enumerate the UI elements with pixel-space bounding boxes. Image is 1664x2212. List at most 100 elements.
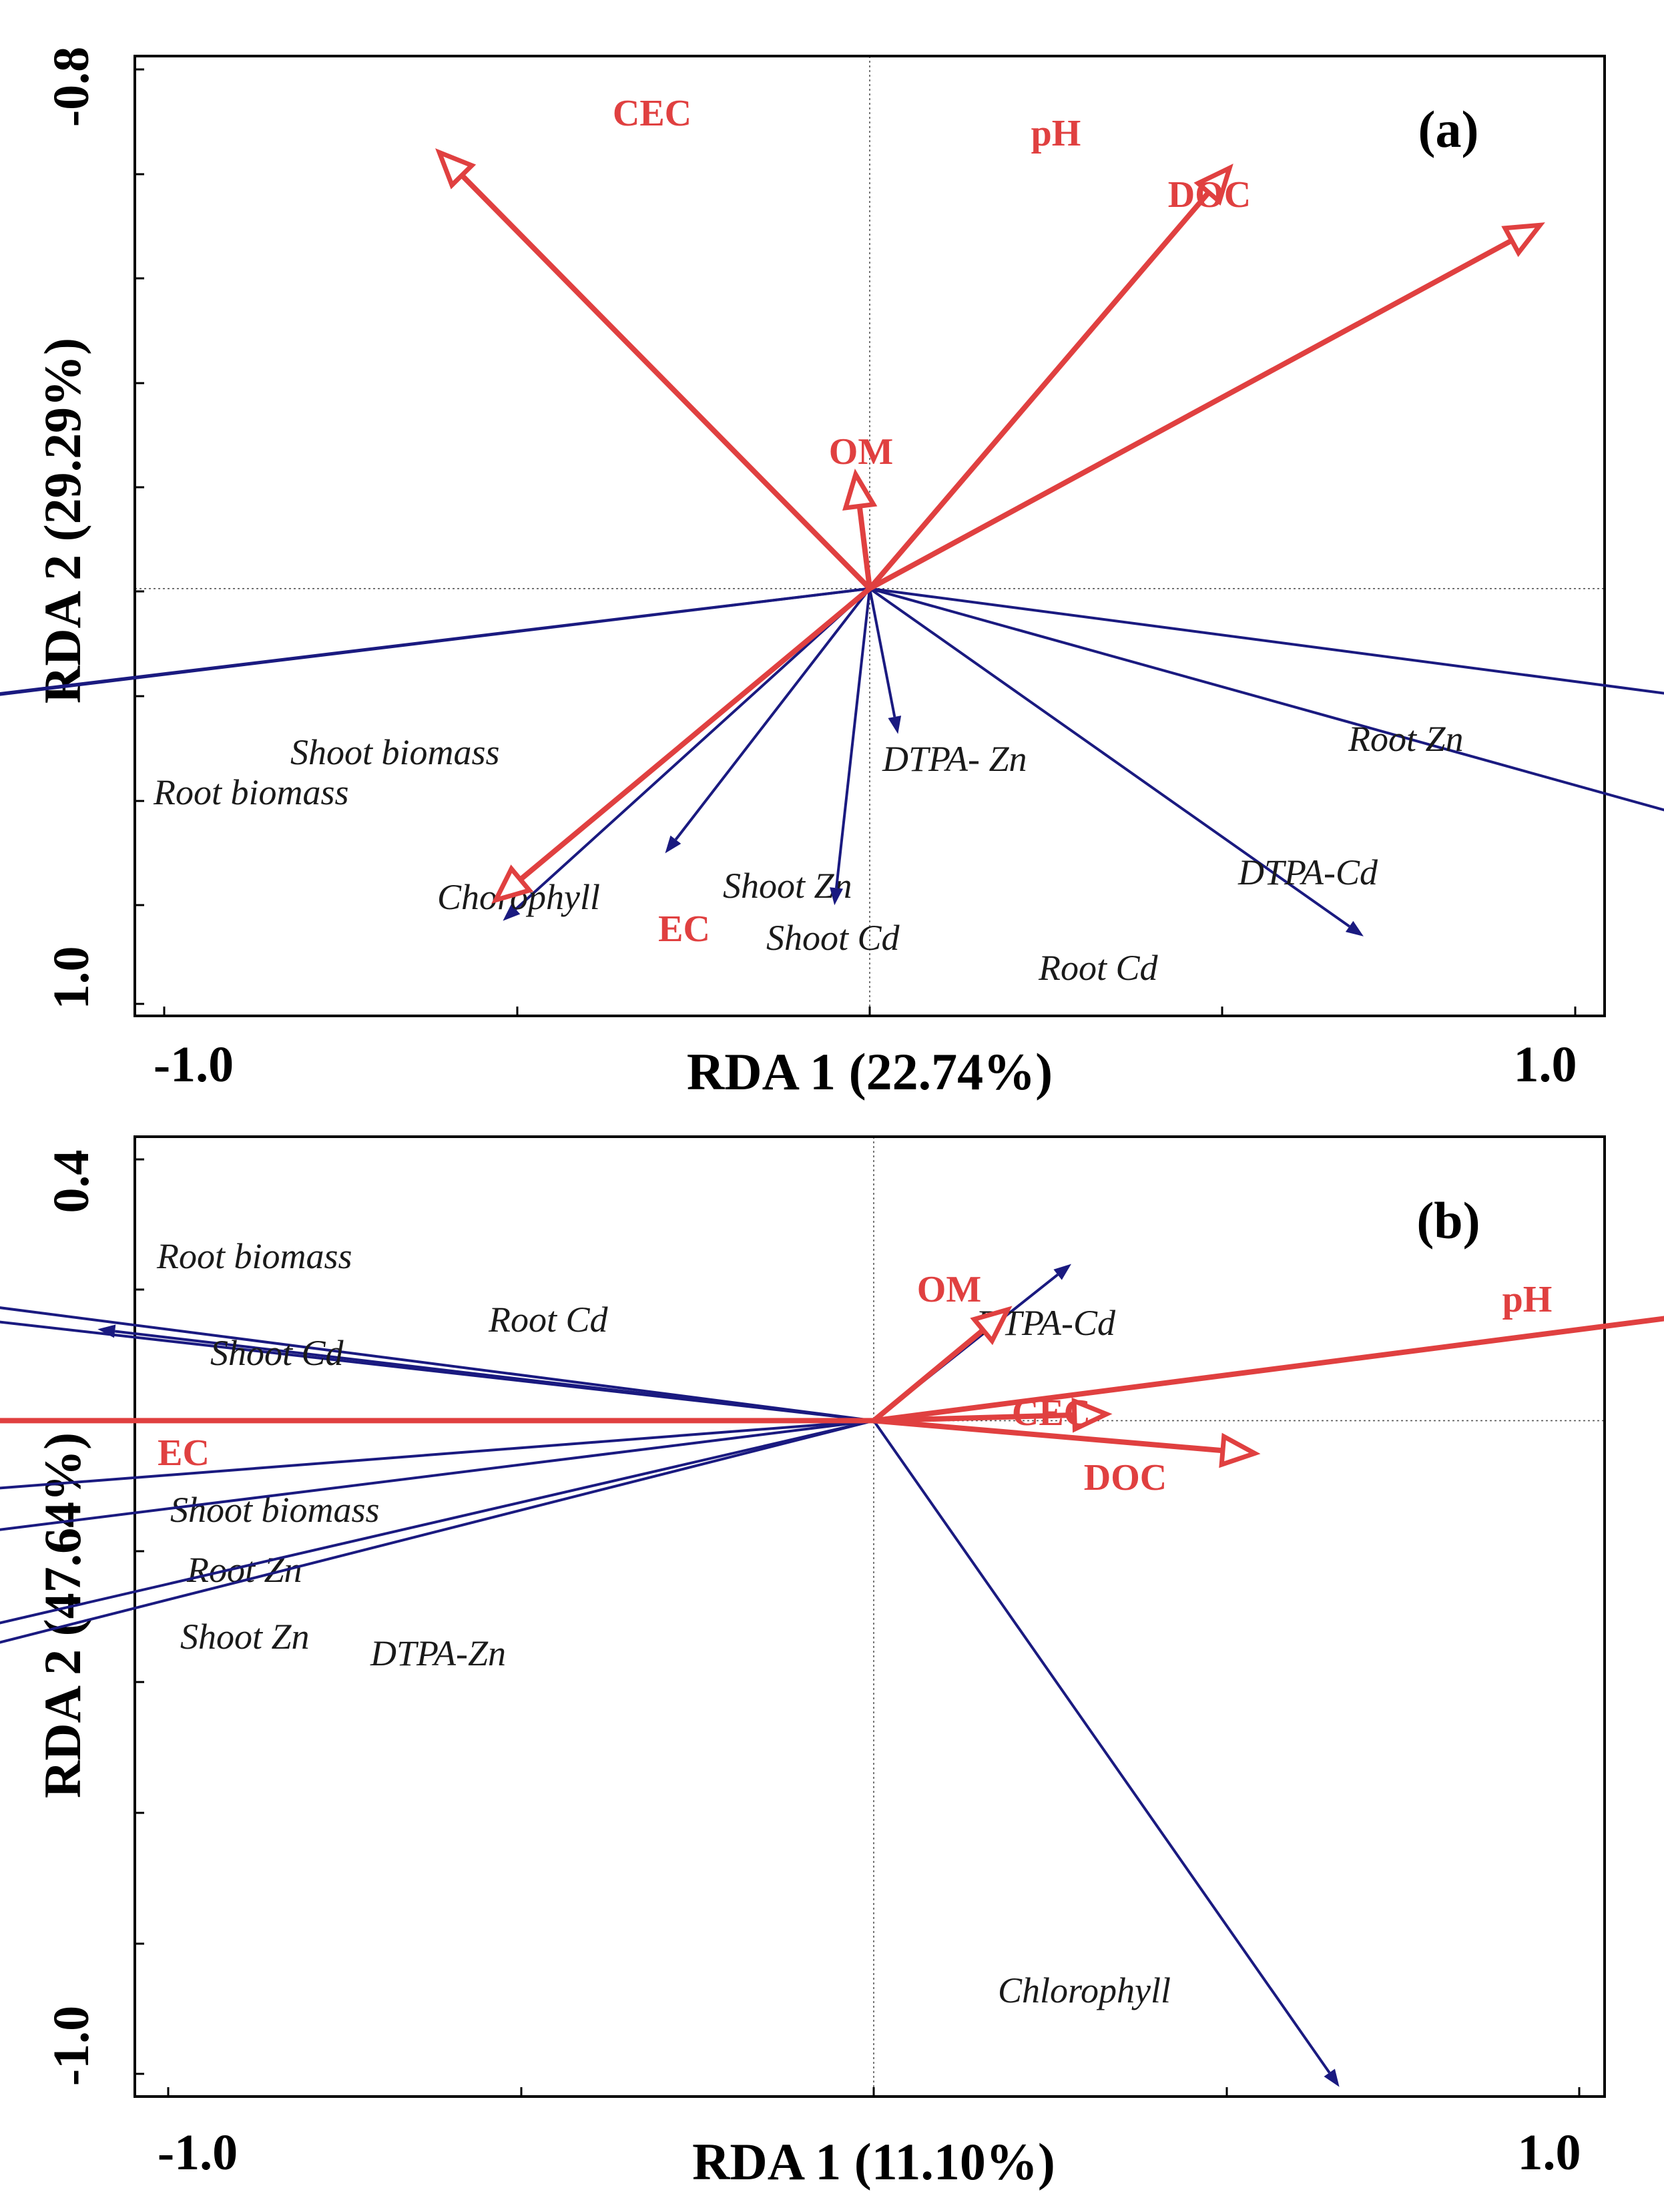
response-label-chlorophyll: Chlorophyll — [998, 1970, 1171, 2010]
explanatory-label-om: OM — [829, 431, 893, 473]
explanatory-label-cec: CEC — [613, 93, 691, 134]
explanatory-arrow-cec — [435, 148, 872, 591]
explanatory-arrow-ph-shaft — [873, 1316, 1664, 1424]
explanatory-arrow-om-head — [970, 1306, 1013, 1346]
explanatory-label-cec: CEC — [1012, 1392, 1091, 1434]
response-arrow-chlorophyll-head — [1324, 2068, 1340, 2087]
response-arrow-root-zn — [0, 1419, 874, 1531]
explanatory-arrow-doc-head — [1219, 1432, 1261, 1468]
y-tick-label: 0.4 — [43, 1150, 99, 1213]
explanatory-arrow-om — [872, 1306, 1013, 1423]
explanatory-label-ph: pH — [1502, 1279, 1553, 1320]
explanatory-arrow-ph — [867, 164, 1233, 591]
explanatory-arrow-ph — [873, 1316, 1664, 1424]
response-label-shoot-zn: Shoot Zn — [180, 1617, 310, 1657]
response-arrow-chlorophyll-shaft — [872, 1420, 1331, 2074]
response-label-dtpa-zn: DTPA- Zn — [882, 739, 1027, 779]
explanatory-arrow-ph-head — [1193, 164, 1233, 206]
y-tick-label: -0.8 — [43, 47, 99, 127]
x-tick-label: -1.0 — [158, 2125, 238, 2181]
panel-label: (a) — [1418, 100, 1479, 158]
response-label-root-cd: Root Cd — [488, 1300, 609, 1340]
response-arrow-dtpa-zn-shaft — [868, 588, 896, 718]
explanatory-label-ph: pH — [1031, 113, 1081, 154]
x-tick-label: 1.0 — [1518, 2125, 1581, 2181]
response-label-root-biomass: Root biomass — [153, 772, 349, 812]
explanatory-arrow-om — [842, 469, 878, 589]
response-arrow-shoot-zn-head — [665, 835, 681, 854]
response-arrow-shoot-cd-head — [830, 887, 843, 906]
explanatory-arrow-ph-shaft — [867, 190, 1211, 591]
response-arrow-shoot-biomass — [0, 587, 870, 696]
response-arrow-dtpa-cd — [869, 587, 1664, 812]
panel-label: (b) — [1416, 1191, 1480, 1250]
explanatory-label-doc: DOC — [1168, 174, 1251, 216]
response-arrow-dtpa-zn-shaft — [0, 1419, 874, 1644]
explanatory-arrow-doc-shaft — [873, 1418, 1223, 1454]
response-arrow-root-zn-shaft — [869, 587, 1664, 695]
plot-frame — [133, 55, 1606, 1017]
explanatory-arrow-doc — [873, 1418, 1261, 1468]
response-label-dtpa-cd: DTPA-Cd — [1237, 852, 1378, 892]
y-tick-label: 1.0 — [43, 946, 99, 1010]
explanatory-label-ec: EC — [158, 1432, 210, 1474]
response-arrow-chorophyll-shaft — [515, 587, 871, 910]
response-arrow-root-zn-shaft — [0, 1419, 874, 1531]
explanatory-label-ec: EC — [658, 908, 710, 950]
response-arrow-shoot-cd-shaft — [835, 588, 871, 888]
explanatory-arrow-cec — [873, 1397, 1113, 1433]
y-axis-title: RDA 2 (47.64%) — [33, 1432, 91, 1798]
panel-a: -1.0 1.0 -0.8 1.0 RDA 1 (22.74%) RDA 2 (29.29… — [0, 47, 1664, 1101]
explanatory-arrow-cec-head — [1071, 1397, 1113, 1433]
response-arrow-chlorophyll — [872, 1420, 1340, 2087]
response-arrow-chorophyll — [503, 587, 871, 921]
plot-frame — [133, 1135, 1606, 2098]
explanatory-arrow-ec-head — [491, 864, 534, 904]
response-arrow-root-cd-shaft — [868, 587, 1350, 928]
explanatory-arrow-cec-head — [435, 148, 477, 190]
explanatory-label-doc: DOC — [1084, 1457, 1167, 1498]
response-arrow-shoot-cd-shaft — [0, 1320, 874, 1422]
response-arrow-shoot-cd — [0, 1320, 874, 1422]
response-label-dtpa-zn: DTPA-Zn — [370, 1633, 506, 1673]
response-label-shoot-biomass: Shoot biomass — [290, 732, 500, 772]
response-arrow-root-biomass-shaft — [0, 1306, 874, 1422]
response-arrow-chorophyll-head — [503, 904, 521, 921]
explanatory-arrow-ec-shaft — [519, 586, 872, 882]
explanatory-arrow-doc-head — [1501, 222, 1545, 258]
x-tick-label: -1.0 — [154, 1037, 234, 1093]
response-label-shoot-zn: Shoot Zn — [723, 866, 852, 906]
response-label-root-cd: Root Cd — [1038, 948, 1159, 988]
response-arrow-shoot-zn-shaft — [674, 587, 871, 841]
response-arrow-shoot-biomass — [0, 1419, 874, 1490]
response-arrow-root-biomass — [0, 587, 870, 695]
explanatory-arrow-cec-shaft — [873, 1412, 1075, 1424]
explanatory-arrow-ec — [491, 586, 872, 904]
response-arrow-shoot-zn-shaft — [0, 1419, 874, 1625]
x-axis-title: RDA 1 (22.74%) — [687, 1043, 1053, 1101]
x-axis-title: RDA 1 (11.10%) — [692, 2133, 1055, 2191]
response-arrow-shoot-biomass-shaft — [0, 1419, 874, 1490]
response-label-root-zn: Root Zn — [1348, 719, 1464, 759]
explanatory-arrow-doc-shaft — [868, 238, 1513, 591]
response-label-root-biomass: Root biomass — [156, 1236, 352, 1276]
response-arrow-dtpa-zn-head — [888, 716, 902, 734]
response-arrow-root-cd-head — [1345, 920, 1364, 936]
explanatory-arrow-doc — [868, 222, 1545, 591]
panel-b: -1.0 1.0 0.4 -1.0 RDA 1 (11.10%) RDA 2 (47.64… — [0, 1135, 1664, 2191]
response-arrow-dtpa-zn — [0, 1419, 874, 1644]
response-arrow-dtpa-cd-head — [1053, 1264, 1071, 1280]
response-arrow-dtpa-cd-shaft — [869, 587, 1664, 812]
explanatory-arrow-ec — [0, 1418, 874, 1424]
explanatory-arrow-cec-shaft — [460, 173, 872, 591]
response-label-shoot-cd: Shoot Cd — [766, 918, 900, 958]
y-axis-title: RDA 2 (29.29%) — [33, 338, 91, 704]
response-arrow-shoot-cd — [830, 588, 871, 906]
response-label-shoot-cd: Shoot Cd — [210, 1333, 344, 1373]
x-tick-label: 1.0 — [1514, 1037, 1577, 1093]
response-arrow-shoot-zn — [0, 1419, 874, 1625]
explanatory-arrow-om-shaft — [872, 1328, 985, 1423]
response-arrow-dtpa-zn — [868, 588, 902, 734]
